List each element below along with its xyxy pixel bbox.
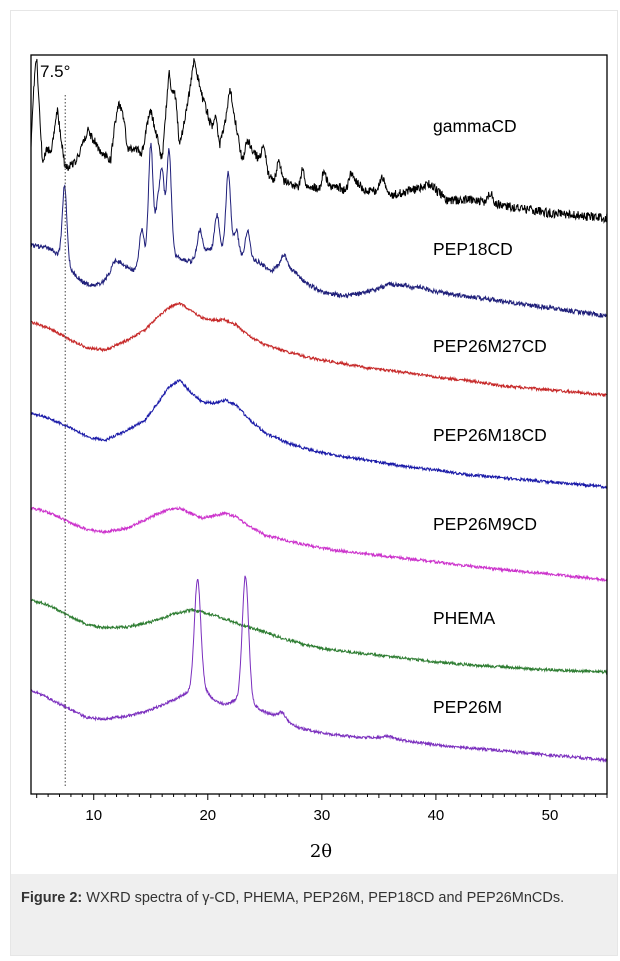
series-label-pep26m27cd: PEP26M27CD (433, 336, 547, 356)
figure-frame (10, 10, 618, 956)
reference-label: 7.5° (40, 62, 70, 81)
series-labels-group: gammaCD PEP18CD PEP26M27CD PEP26M18CD PEP26M… (433, 116, 547, 717)
series-label-gammacd: gammaCD (433, 116, 517, 136)
x-axis-ticks: 10 20 30 40 50 (36, 794, 608, 824)
caption-lead: Figure 2: (21, 890, 83, 906)
series-line-pep18cd (30, 142, 608, 319)
x-tick-label: 20 (199, 807, 216, 824)
x-tick-label: 30 (314, 807, 331, 824)
x-tick-label: 40 (428, 807, 445, 824)
series-line-pep26m27cd (30, 302, 608, 398)
series-label-pep26m: PEP26M (433, 697, 502, 717)
x-tick-label: 10 (85, 807, 102, 824)
series-label-pep18cd: PEP18CD (433, 239, 513, 259)
x-axis-label: 2θ (310, 841, 332, 862)
series-line-gammacd (30, 58, 608, 224)
wxrd-chart: 7.5° gammaCD PEP18CD PEP26M27CD PEP26M18CD P… (30, 54, 608, 862)
series-line-pep26m (30, 575, 608, 763)
caption-text: WXRD spectra of γ-CD, PHEMA, PEP26M, PEP… (82, 890, 565, 906)
series-label-pep26m9cd: PEP26M9CD (433, 514, 537, 534)
x-tick-label: 50 (542, 807, 559, 824)
series-line-pep26m9cd (30, 506, 608, 583)
plot-frame (30, 54, 608, 795)
figure-caption: Figure 2: WXRD spectra of γ-CD, PHEMA, P… (11, 874, 617, 955)
curves-group (30, 58, 608, 763)
series-line-phema (30, 598, 608, 676)
series-label-pep26m18cd: PEP26M18CD (433, 425, 547, 445)
series-line-pep26m18cd (30, 378, 608, 490)
series-label-phema: PHEMA (433, 608, 496, 628)
